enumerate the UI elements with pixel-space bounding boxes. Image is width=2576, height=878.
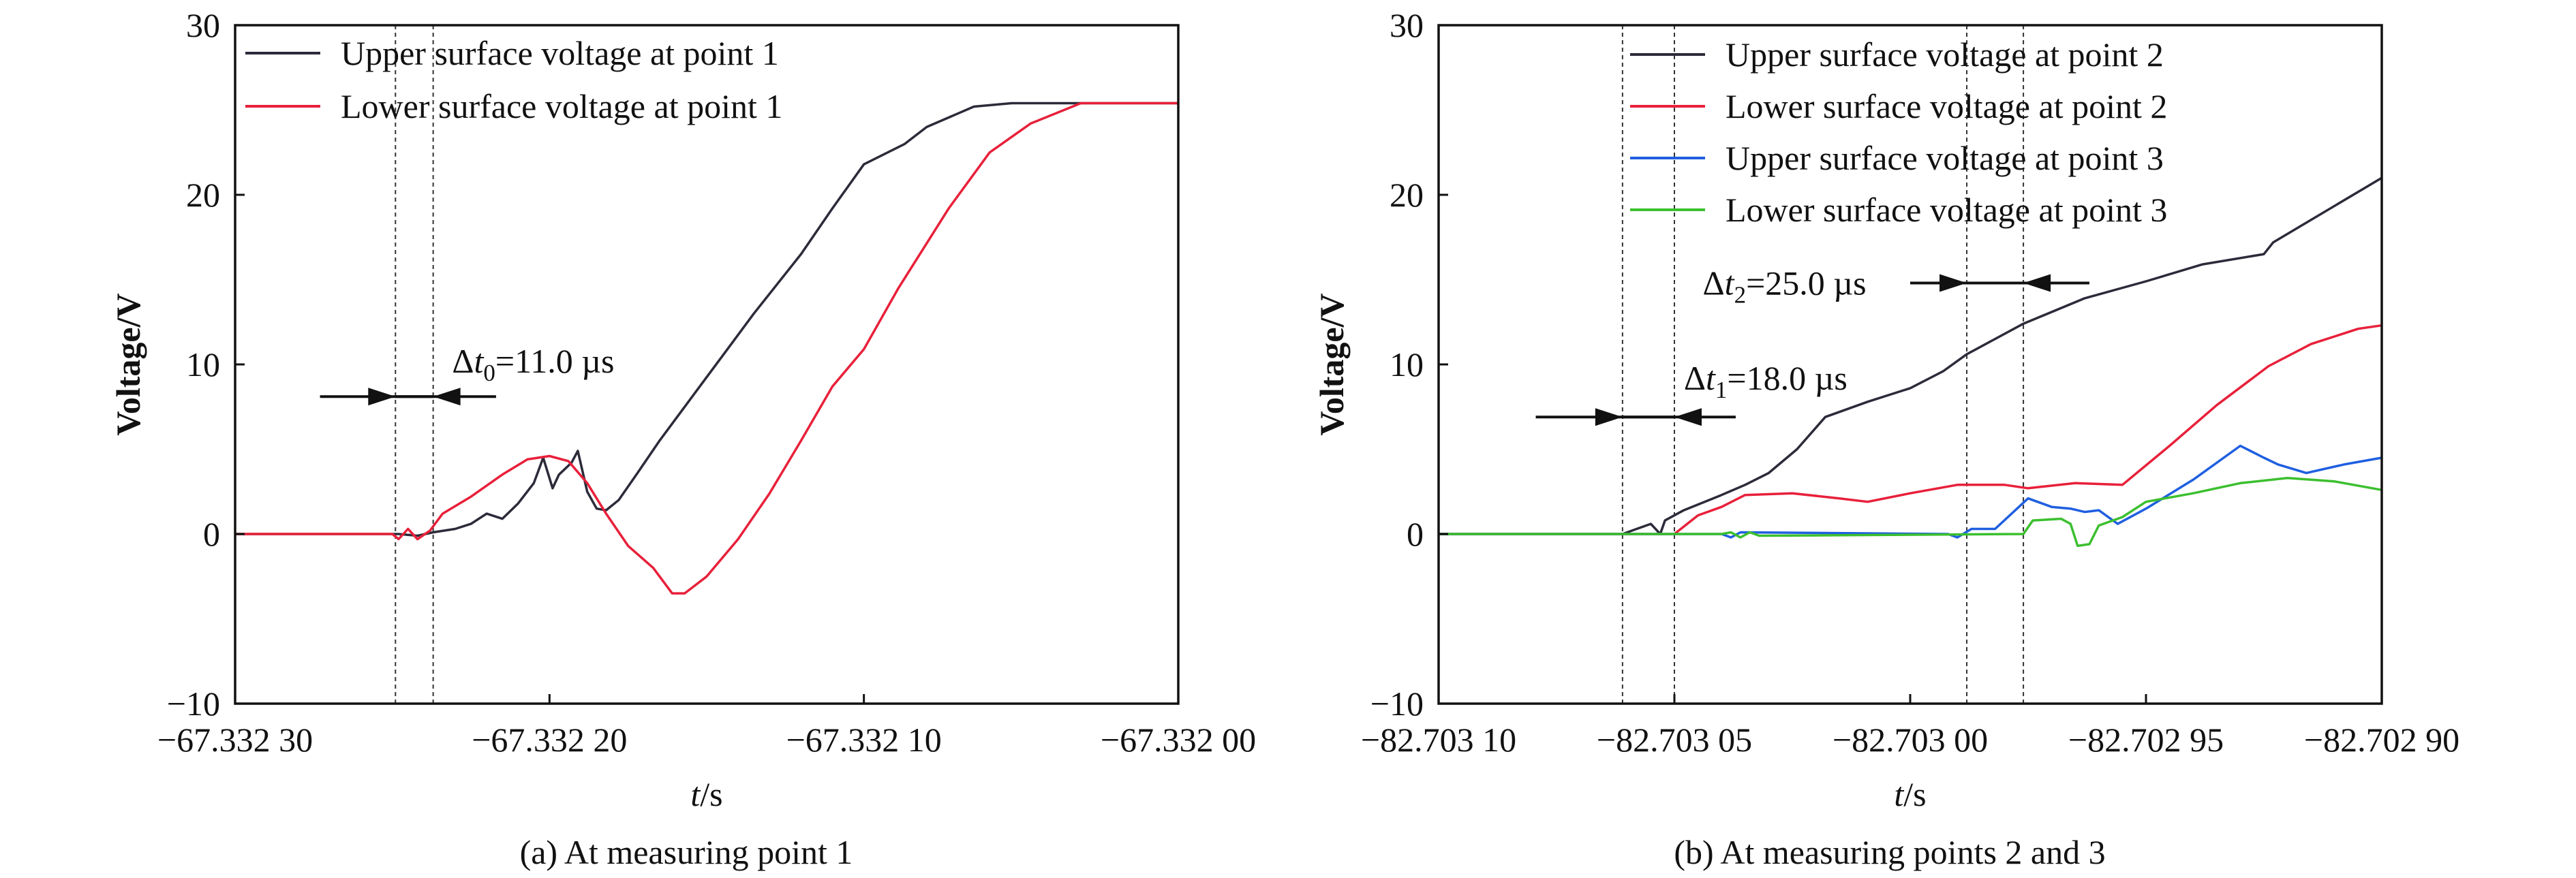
series-line-4 <box>1439 477 2382 548</box>
y-tick-label: 0 <box>203 515 220 553</box>
x-axis-label-var: t <box>1894 775 1904 813</box>
x-tick-label: −67.332 10 <box>786 721 942 759</box>
y-tick-label: 30 <box>186 6 220 44</box>
arrow-right-icon <box>368 388 396 406</box>
x-tick-label: −82.703 05 <box>1597 721 1752 759</box>
y-tick-label: 30 <box>1390 6 1424 44</box>
series-line-1 <box>1439 176 2382 535</box>
x-axis-label-unit: /s <box>700 775 722 813</box>
y-tick-label: 20 <box>186 176 220 214</box>
series-line-2 <box>235 101 1178 595</box>
plot-frame <box>234 24 1180 705</box>
y-tick-label: −10 <box>1370 685 1424 723</box>
x-tick-label: −82.702 90 <box>2304 721 2459 759</box>
y-axis-label: Voltage/V <box>1313 293 1351 435</box>
chart-panel-a: −67.332 30 −67.332 20 −67.332 10 −67.332 00… <box>109 6 1256 871</box>
x-tick-label: −82.703 00 <box>1833 721 1988 759</box>
delta-t-annotation: Δt0=11.0 µs <box>452 342 614 386</box>
y-tick-label: −10 <box>167 685 220 723</box>
arrow-left-icon <box>1674 408 1702 426</box>
x-tick-label: −67.332 20 <box>472 721 627 759</box>
figure-caption: (a) At measuring point 1 <box>520 833 853 871</box>
delta-symbol: Δ <box>1703 264 1725 302</box>
arrow-right-icon <box>1595 408 1623 426</box>
delta-symbol: Δ <box>452 342 474 380</box>
delta-value: =11.0 µs <box>495 342 615 380</box>
legend-label-1: Upper surface voltage at point 1 <box>341 34 779 72</box>
delta-var: t <box>1706 359 1716 397</box>
plot-frame <box>1437 24 2383 705</box>
series-line-3 <box>1439 444 2382 539</box>
arrow-right-icon <box>1939 274 1967 292</box>
x-axis-label: t/s <box>1894 775 1926 813</box>
delta-symbol: Δ <box>1684 359 1706 397</box>
series-line-1 <box>235 101 1178 537</box>
legend-label-2: Lower surface voltage at point 1 <box>341 87 782 125</box>
arrow-left-icon <box>2023 274 2051 292</box>
delta-value: =18.0 µs <box>1727 359 1847 397</box>
x-axis-label-unit: /s <box>1903 775 1926 813</box>
arrow-left-icon <box>433 388 461 406</box>
figure-caption: (b) At measuring points 2 and 3 <box>1674 833 2105 871</box>
delta-t-annotation: Δt1=18.0 µs <box>1684 359 1847 403</box>
x-tick-label: −82.702 95 <box>2068 721 2224 759</box>
delta-subscript: 0 <box>483 360 495 386</box>
x-tick-label: −67.332 00 <box>1101 721 1256 759</box>
legend-label-3: Upper surface voltage at point 3 <box>1726 139 2164 177</box>
y-tick-label: 20 <box>1390 176 1424 214</box>
x-tick-label: −82.703 10 <box>1361 721 1516 759</box>
delta-t-annotation: Δt2=25.0 µs <box>1703 264 1867 308</box>
y-axis-label: Voltage/V <box>109 293 147 435</box>
delta-subscript: 2 <box>1734 281 1747 308</box>
legend-label-1: Upper surface voltage at point 2 <box>1726 35 2164 74</box>
x-axis-label-var: t <box>690 775 701 813</box>
delta-value: =25.0 µs <box>1746 264 1866 302</box>
x-tick-label: −67.332 30 <box>157 721 313 759</box>
y-tick-label: 10 <box>186 345 220 383</box>
legend-label-2: Lower surface voltage at point 2 <box>1726 87 2167 125</box>
delta-var: t <box>474 342 484 380</box>
x-axis-label: t/s <box>690 775 722 813</box>
legend-label-4: Lower surface voltage at point 3 <box>1726 191 2167 229</box>
y-tick-label: 10 <box>1390 345 1424 383</box>
y-tick-label: 0 <box>1407 515 1424 553</box>
series-line-2 <box>1439 324 2382 535</box>
delta-var: t <box>1725 264 1735 302</box>
delta-subscript: 1 <box>1715 377 1728 403</box>
chart-panel-b: −82.703 10 −82.703 05 −82.703 00 −82.702 95… <box>1313 6 2459 871</box>
